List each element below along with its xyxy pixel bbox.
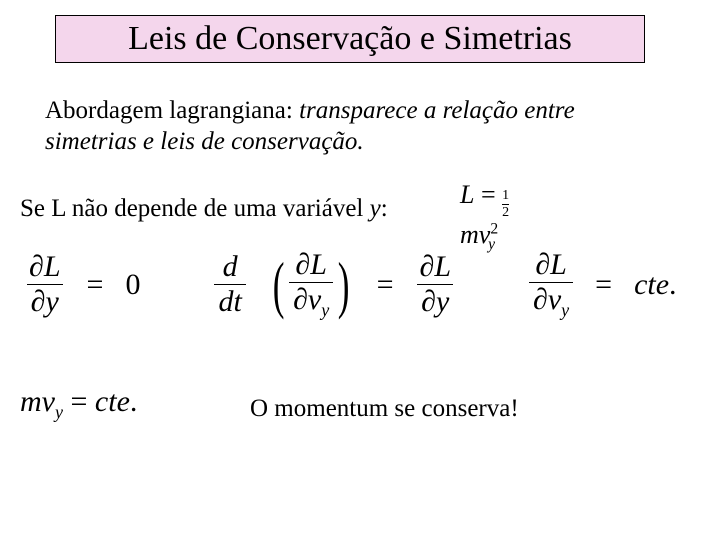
sym-L: L [434,250,451,283]
equation-momentum: mvy = cte. [20,385,137,423]
sym-L: L [460,180,474,209]
sym-y: y [436,285,449,318]
partial: ∂ [421,285,436,318]
num-d: d [219,252,242,284]
partial: ∂ [533,283,548,316]
paren-left: ( [273,259,285,310]
frac-dLdy2: ∂L ∂y [415,252,455,317]
statement-line: Se L não depende de uma variável y: [20,195,388,223]
dot: . [669,268,677,301]
partial: ∂ [293,283,308,316]
frac-dLdvy2: ∂L ∂vy [529,250,573,319]
sym-L: L [310,248,327,281]
dot: . [130,385,138,418]
statement-suf: : [381,195,388,222]
sym-eq: = [474,180,502,209]
sym-equals: = [377,268,394,302]
sub-y: y [561,300,569,320]
num-dL: ∂L [25,252,65,284]
sym-m: m [460,220,479,249]
sym-equals: = [595,268,612,302]
half-den: 2 [502,204,509,220]
half-num: 1 [502,189,509,204]
conclusion-text: O momentum se conserva! [250,395,519,423]
den-dy: ∂y [27,284,63,317]
sym-y: y [46,285,59,318]
big-paren: ( ∂L ∂vy ) [268,250,355,319]
partial: ∂ [31,285,46,318]
den-dy2: ∂y [417,284,453,317]
fraction-half: 12 [502,189,509,220]
sym-v: v [42,385,55,418]
equation-kinetic: L = 12 mv2y [460,180,551,254]
sym-m: m [20,385,42,418]
cte: cte. [634,268,676,302]
partial: ∂ [419,250,434,283]
frac-dLdy: ∂L ∂y [25,252,65,317]
den-dt: dt [214,284,245,317]
sup-2: 2 [490,220,498,237]
num-dL2: ∂L [291,250,331,282]
sym-eq: = [63,385,95,418]
sym-L: L [550,248,567,281]
num-dL3: ∂L [415,252,455,284]
sub-y: y [55,402,63,422]
den-dvy2: ∂vy [529,282,573,319]
equation-main: ∂L ∂y = 0 d dt ( ∂L ∂vy ) = ∂L ∂y ∂L ∂vy… [25,250,677,319]
sub-y: y [321,300,329,320]
intro-text: Abordagem lagrangiana: transparece a rel… [45,95,645,158]
zero: 0 [125,268,140,302]
frac-dLdvy: ∂L ∂vy [289,250,333,319]
sym-equals: = [87,268,104,302]
partial: ∂ [295,248,310,281]
cte-text: cte [95,385,130,418]
frac-ddt: d dt [214,252,245,317]
partial: ∂ [535,248,550,281]
paren-right: ) [338,259,350,310]
sym-v: v [548,283,561,316]
cte-text: cte [634,268,669,301]
den-dvy: ∂vy [289,282,333,319]
variable-y: y [370,195,381,222]
partial: ∂ [29,250,44,283]
statement-pre: Se L não depende de uma variável [20,195,370,222]
num-dL4: ∂L [531,250,571,282]
intro-plain: Abordagem lagrangiana: [45,97,299,124]
sym-L: L [44,250,61,283]
sym-v: v [308,283,321,316]
page-title: Leis de Conservação e Simetrias [55,15,645,63]
